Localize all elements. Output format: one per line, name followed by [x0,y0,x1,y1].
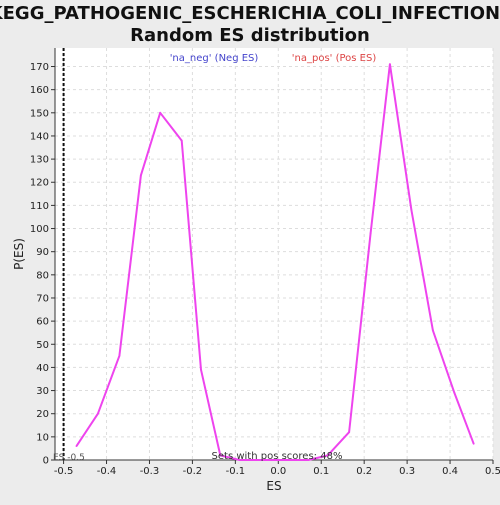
data-point [75,445,78,448]
data-point [389,63,391,66]
data-point [238,459,241,461]
data-point [200,368,202,371]
data-point [326,454,329,457]
x-tick-label: -0.4 [97,466,117,477]
data-point [431,329,434,332]
x-tick-label: 0.3 [399,466,415,477]
y-tick-label: 40 [36,363,49,374]
x-tick-label: 0.4 [442,466,458,477]
y-tick-label: 70 [36,293,49,304]
y-tick-label: 170 [30,62,49,73]
data-point [472,442,475,445]
y-tick-label: 150 [30,108,49,119]
y-tick-label: 90 [36,247,49,258]
ticks: -0.5 -0.4 -0.3 -0.2 -0.1 0.0 0.1 0.2 0.3 0.4 0.5 0 1… [30,62,500,477]
plot-area [55,48,493,460]
y-tick-label: 30 [36,386,49,397]
y-tick-label: 110 [30,201,49,212]
y-tick-label: 100 [30,224,49,235]
legend-neg-label: 'na_neg' (Neg ES) [170,53,259,64]
series-layer [62,48,475,461]
data-point [348,431,351,434]
y-tick-label: 120 [30,178,49,189]
data-point [369,232,372,235]
data-point [97,412,99,415]
y-tick-label: 140 [30,131,49,142]
chart-title-line2: Random ES distribution [130,25,370,46]
chart-title-line1: KEGG_PATHOGENIC_ESCHERICHIA_COLI_INFECTI… [0,3,500,24]
data-point [453,391,456,394]
x-tick-label: 0.2 [356,466,372,477]
x-axis-label: ES [266,479,281,493]
y-axis-label: P(ES) [12,238,26,270]
x-tick-label: 0.1 [313,466,329,477]
y-tick-label: 130 [30,155,49,166]
data-point [219,454,222,457]
y-tick-label: 20 [36,409,49,420]
y-tick-label: 60 [36,317,49,328]
x-tick-label: -0.5 [54,466,74,477]
x-tick-label: 0.5 [485,466,500,477]
x-tick-label: 0.0 [270,466,286,477]
x-tick-label: -0.3 [140,466,160,477]
y-tick-label: 10 [36,432,49,443]
y-tick-label: 50 [36,340,49,351]
x-tick-label: -0.1 [226,466,246,477]
data-point [159,111,162,114]
y-tick-label: 0 [43,456,49,467]
data-point [410,209,413,211]
x-tick-label: -0.2 [183,466,203,477]
legend-pos-label: 'na_pos' (Pos ES) [292,53,377,64]
pos-scores-annotation: Sets with pos scores: 48% [212,451,343,462]
series-line [75,63,475,461]
data-point [307,459,310,461]
data-point [139,174,142,177]
data-point [118,354,121,357]
y-tick-label: 80 [36,270,49,281]
y-tick-label: 160 [30,85,49,96]
observed-es-label: ES -0.5 [53,453,85,463]
data-point [180,139,183,142]
